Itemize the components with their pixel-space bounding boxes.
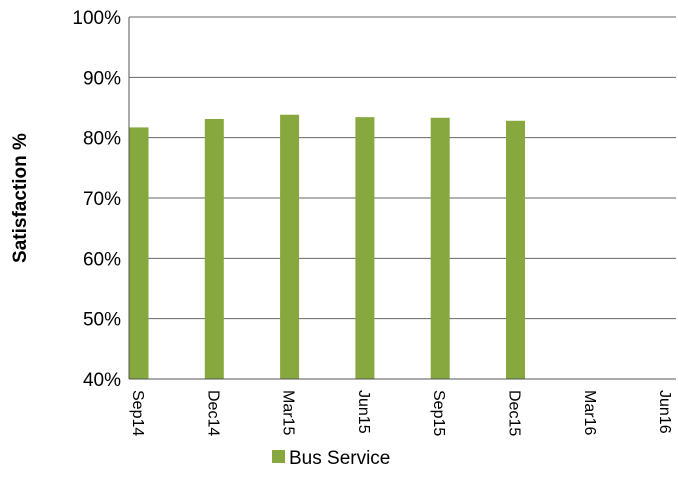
legend-swatch-bus-service: [272, 450, 285, 463]
bars: [129, 114, 525, 380]
x-tick-label-jun15: Jun15: [355, 390, 372, 434]
x-tick-label-mar16: Mar16: [581, 390, 598, 435]
bar-mar15: [280, 114, 300, 380]
x-tick-label-mar15: Mar15: [280, 390, 297, 435]
legend: Bus Service: [272, 448, 390, 469]
y-tick-label: 100%: [72, 8, 121, 29]
bar-sep14: [129, 127, 149, 379]
y-tick-label: 60%: [83, 249, 121, 270]
bar-jun15: [355, 117, 375, 380]
x-tick-label-dec14: Dec14: [204, 390, 221, 436]
y-tick-label: 90%: [83, 68, 121, 89]
x-tick-label-dec15: Dec15: [506, 390, 523, 436]
legend-label-bus-service: Bus Service: [289, 448, 390, 469]
y-tick-label: 70%: [83, 189, 121, 210]
y-tick-label: 80%: [83, 129, 121, 150]
x-tick-label-sep15: Sep15: [430, 390, 447, 436]
bar-dec15: [506, 120, 525, 380]
y-tick-label: 50%: [83, 310, 121, 331]
y-axis-label: Satisfaction %: [10, 133, 31, 263]
y-axis-ticks: 40% 50% 60% 70% 80% 90% 100%: [72, 8, 121, 391]
bar-dec14: [204, 118, 224, 380]
x-axis-ticks: Sep14 Dec14 Mar15 Jun15 Sep15 Dec15 Mar16 Jun16: [129, 390, 673, 436]
x-tick-label-sep14: Sep14: [129, 390, 146, 436]
bar-sep15: [430, 117, 450, 380]
x-tick-label-jun16: Jun16: [656, 390, 673, 434]
y-tick-label: 40%: [83, 370, 121, 391]
